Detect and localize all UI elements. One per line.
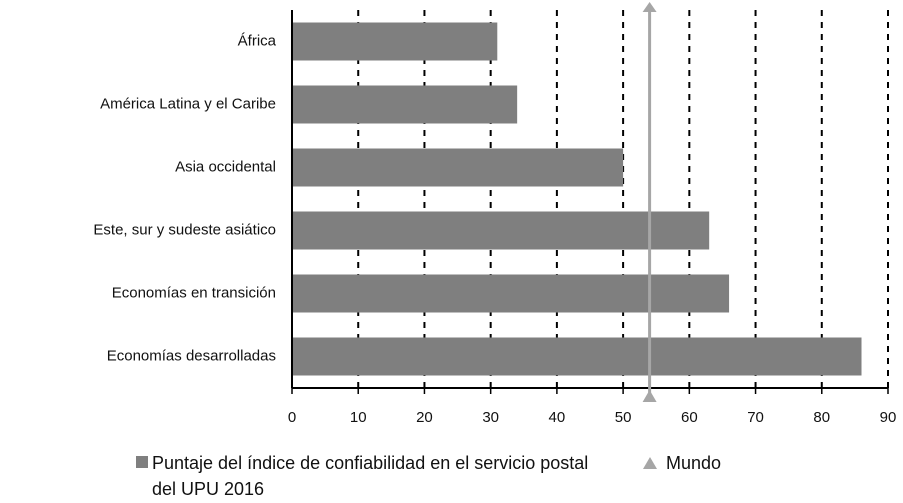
legend-swatch <box>136 456 148 468</box>
y-tick-label: América Latina y el Caribe <box>100 95 276 112</box>
x-tick-label: 90 <box>880 409 897 426</box>
x-tick-label: 20 <box>416 409 433 426</box>
bar <box>292 211 710 250</box>
reference-marker <box>642 2 657 12</box>
y-tick-label: Economías en transición <box>112 284 276 301</box>
y-tick-label: Economías desarrolladas <box>107 347 276 364</box>
x-tick-label: 70 <box>747 409 764 426</box>
legend-swatch <box>643 457 657 469</box>
bar <box>292 337 862 376</box>
x-tick-label: 60 <box>681 409 698 426</box>
bar <box>292 85 518 124</box>
bar <box>292 22 498 61</box>
y-tick-label: Asia occidental <box>175 158 276 175</box>
bar <box>292 148 624 187</box>
y-tick-label: África <box>238 32 277 49</box>
y-tick-label: Este, sur y sudeste asiático <box>93 221 276 238</box>
reference-marker <box>642 390 657 402</box>
legend-label: Mundo <box>666 453 722 473</box>
legend-label: Puntaje del índice de confiabilidad en e… <box>152 453 589 499</box>
x-tick-label: 30 <box>482 409 499 426</box>
x-tick-label: 80 <box>813 409 830 426</box>
bar <box>292 274 730 313</box>
x-tick-label: 10 <box>350 409 367 426</box>
x-tick-label: 50 <box>615 409 632 426</box>
x-tick-label: 0 <box>288 409 296 426</box>
x-tick-label: 40 <box>549 409 566 426</box>
